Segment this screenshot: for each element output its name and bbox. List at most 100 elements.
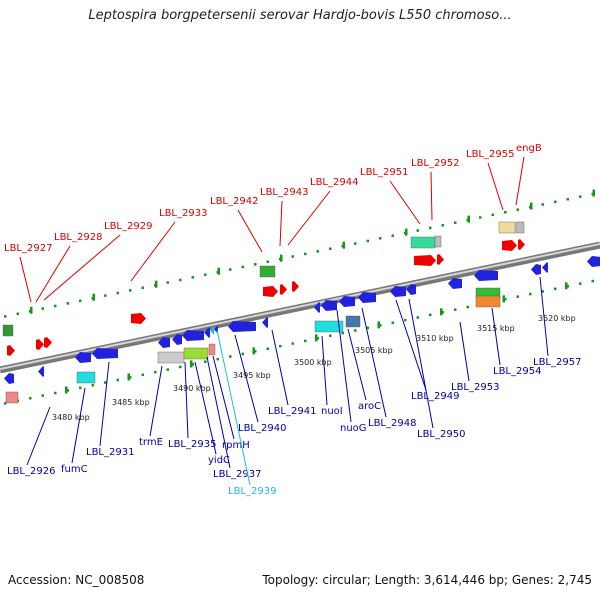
kbp-tick-label: 3500 kbp — [294, 358, 332, 367]
track-major-tick — [190, 360, 193, 368]
map-title: Leptospira borgpetersenii serovar Hardjo… — [88, 8, 512, 23]
gene-arrow-reverse — [172, 334, 182, 345]
gene-block — [314, 320, 344, 333]
gene-label-upper: LBL_2942 — [210, 196, 258, 207]
track-dot — [216, 357, 219, 361]
gene-arrow-forward — [502, 240, 517, 251]
track-dot — [291, 255, 294, 258]
track-dot — [266, 260, 269, 263]
track-dot — [79, 299, 82, 303]
track-dot — [479, 216, 482, 219]
track-dot — [91, 383, 94, 387]
gene-arrow-reverse — [542, 262, 548, 273]
track-dot — [379, 324, 382, 327]
track-dot — [66, 389, 69, 392]
callout-line — [71, 387, 86, 464]
track-dot — [54, 304, 57, 308]
callout-line — [515, 156, 525, 206]
gene-block — [157, 351, 185, 364]
track-dot — [4, 402, 7, 405]
track-dot — [391, 321, 394, 324]
track-major-tick — [467, 215, 470, 223]
track-major-tick — [217, 267, 220, 275]
gene-arrow-reverse — [4, 373, 14, 384]
gene-block — [183, 347, 209, 360]
callout-line — [234, 334, 259, 423]
kbp-tick-label: 3510 kbp — [416, 334, 454, 343]
gene-features — [2, 221, 600, 404]
track-major-tick — [65, 386, 68, 394]
callout-line — [487, 162, 504, 211]
kbp-tick-label: 3485 kbp — [112, 398, 150, 407]
callout-line — [206, 356, 231, 469]
gene-arrow-forward — [131, 313, 146, 324]
track-dot — [579, 195, 582, 198]
track-dot — [104, 381, 107, 384]
callout-line — [336, 309, 352, 423]
track-dot — [4, 315, 7, 318]
track-dot — [279, 344, 282, 348]
track-major-tick — [155, 280, 158, 288]
track-dot — [579, 282, 582, 285]
track-dot — [254, 263, 257, 266]
track-major-tick — [405, 228, 408, 236]
gene-arrow-forward — [7, 345, 15, 356]
chromosome-backbone — [0, 241, 600, 374]
track-major-tick — [565, 282, 568, 290]
track-dot — [129, 376, 132, 379]
callout-line — [194, 361, 217, 455]
gene-block — [208, 343, 216, 356]
track-dot — [229, 268, 232, 271]
gene-block — [410, 236, 436, 249]
track-dot — [529, 292, 532, 296]
gene-arrow-forward — [518, 239, 525, 250]
callout-line — [279, 200, 283, 247]
gene-arrow-reverse — [92, 348, 118, 359]
gene-arrow-reverse — [158, 337, 170, 348]
kbp-tick-label: 3505 kbp — [355, 346, 393, 355]
track-dot — [66, 302, 69, 305]
track-dot — [504, 211, 507, 214]
topology-summary: Topology: circular; Length: 3,614,446 bp… — [262, 573, 592, 587]
gene-arrow-reverse — [204, 327, 210, 338]
gene-label-lower: nuoI — [321, 406, 343, 417]
callout-line — [19, 256, 32, 303]
track-dot — [254, 350, 257, 353]
track-dot — [204, 360, 207, 364]
track-dot — [79, 386, 82, 390]
gene-arrow-forward — [36, 339, 44, 350]
track-dot — [354, 242, 357, 245]
callout-line — [43, 234, 121, 301]
gene-label-lower: aroC — [358, 401, 381, 412]
callout-line — [99, 361, 110, 447]
track-dot — [41, 394, 44, 397]
track-dot — [116, 378, 119, 382]
gene-block — [515, 221, 525, 234]
track-dot — [316, 250, 319, 253]
gene-label-upper: LBL_2944 — [310, 177, 358, 188]
gene-label-lower: LBL_2937 — [213, 469, 261, 480]
kbp-tick-label: 3515 kbp — [477, 324, 515, 333]
track-dot — [566, 284, 569, 288]
gene-label-lower: trmE — [139, 437, 163, 448]
gene-arrow-reverse — [448, 278, 462, 289]
track-dot — [341, 331, 344, 335]
gene-label-lower: LBL_2940 — [238, 423, 286, 434]
gene-arrow-forward — [44, 337, 52, 348]
track-dot — [491, 213, 494, 217]
gene-block — [345, 315, 361, 328]
gene-arrow-reverse — [75, 352, 91, 363]
callout-line — [26, 406, 51, 466]
track-major-tick — [377, 321, 380, 329]
track-dot — [141, 373, 144, 377]
gene-arrow-forward — [263, 286, 278, 297]
kbp-tick-label: 3480 kbp — [52, 413, 90, 422]
track-major-tick — [127, 373, 130, 381]
upper-track — [4, 189, 595, 318]
callout-line — [237, 209, 263, 253]
gene-label-upper: LBL_2927 — [4, 243, 52, 254]
track-dot — [266, 347, 269, 350]
track-dot — [554, 200, 557, 204]
